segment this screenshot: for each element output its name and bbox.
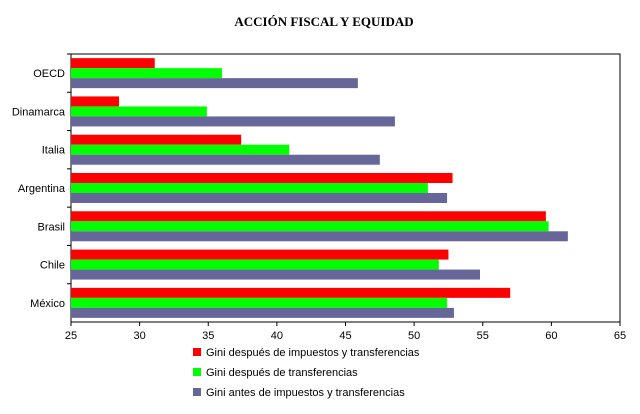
category-label: Italia bbox=[42, 145, 66, 157]
bar-brasil-series-3 bbox=[71, 231, 568, 242]
legend-label-series-2: Gini después de transferencias bbox=[206, 367, 358, 379]
legend-swatch-series-1 bbox=[193, 348, 201, 356]
bar-italia-series-1 bbox=[71, 134, 242, 145]
bar-dinamarca-series-3 bbox=[71, 116, 395, 127]
bar-chile-series-1 bbox=[71, 249, 449, 260]
bar-dinamarca-series-1 bbox=[71, 96, 120, 107]
x-tick-label: 35 bbox=[202, 330, 214, 342]
bar-méxico-series-3 bbox=[71, 307, 454, 318]
bar-argentina-series-3 bbox=[71, 193, 448, 203]
category-label: México bbox=[30, 298, 65, 310]
x-tick-label: 40 bbox=[271, 330, 283, 342]
legend-label-series-3: Gini antes de impuestos y transferencias bbox=[206, 387, 405, 399]
legend-label-series-1: Gini después de impuestos y transferenci… bbox=[206, 347, 420, 359]
legend: Gini después de impuestos y transferenci… bbox=[193, 347, 420, 399]
x-tick-label: 60 bbox=[545, 330, 557, 342]
chart-title: ACCIÓN FISCAL Y EQUIDAD bbox=[234, 14, 413, 29]
x-tick-label: 55 bbox=[477, 330, 489, 342]
category-label: Argentina bbox=[18, 183, 66, 195]
bar-oecd-series-1 bbox=[71, 58, 155, 69]
bar-chile-series-2 bbox=[71, 259, 439, 270]
bar-argentina-series-2 bbox=[71, 183, 428, 193]
x-tick-label: 25 bbox=[65, 330, 77, 342]
x-tick-label: 30 bbox=[134, 330, 146, 342]
category-label: Brasil bbox=[37, 221, 65, 233]
x-tick-label: 50 bbox=[408, 330, 420, 342]
plot-area: OECD Dinamarca Italia Argentina Brasil Chile M… bbox=[12, 53, 626, 342]
bar-dinamarca-series-2 bbox=[71, 106, 207, 117]
x-tick-label: 65 bbox=[614, 330, 626, 342]
bar-brasil-series-1 bbox=[71, 211, 546, 222]
bar-méxico-series-2 bbox=[71, 297, 448, 308]
bar-chile-series-3 bbox=[71, 269, 481, 280]
bar-oecd-series-3 bbox=[71, 78, 358, 89]
category-label: Dinamarca bbox=[12, 106, 66, 118]
bar-oecd-series-2 bbox=[71, 68, 222, 79]
category-label: OECD bbox=[33, 68, 65, 80]
bar-italia-series-2 bbox=[71, 144, 290, 155]
bar-argentina-series-1 bbox=[71, 173, 453, 183]
x-tick-label: 45 bbox=[339, 330, 351, 342]
bar-brasil-series-2 bbox=[71, 221, 549, 232]
bar-italia-series-3 bbox=[71, 154, 380, 165]
bar-méxico-series-1 bbox=[71, 287, 511, 298]
legend-swatch-series-3 bbox=[193, 388, 201, 396]
category-label: Chile bbox=[40, 260, 65, 272]
legend-swatch-series-2 bbox=[193, 368, 201, 376]
